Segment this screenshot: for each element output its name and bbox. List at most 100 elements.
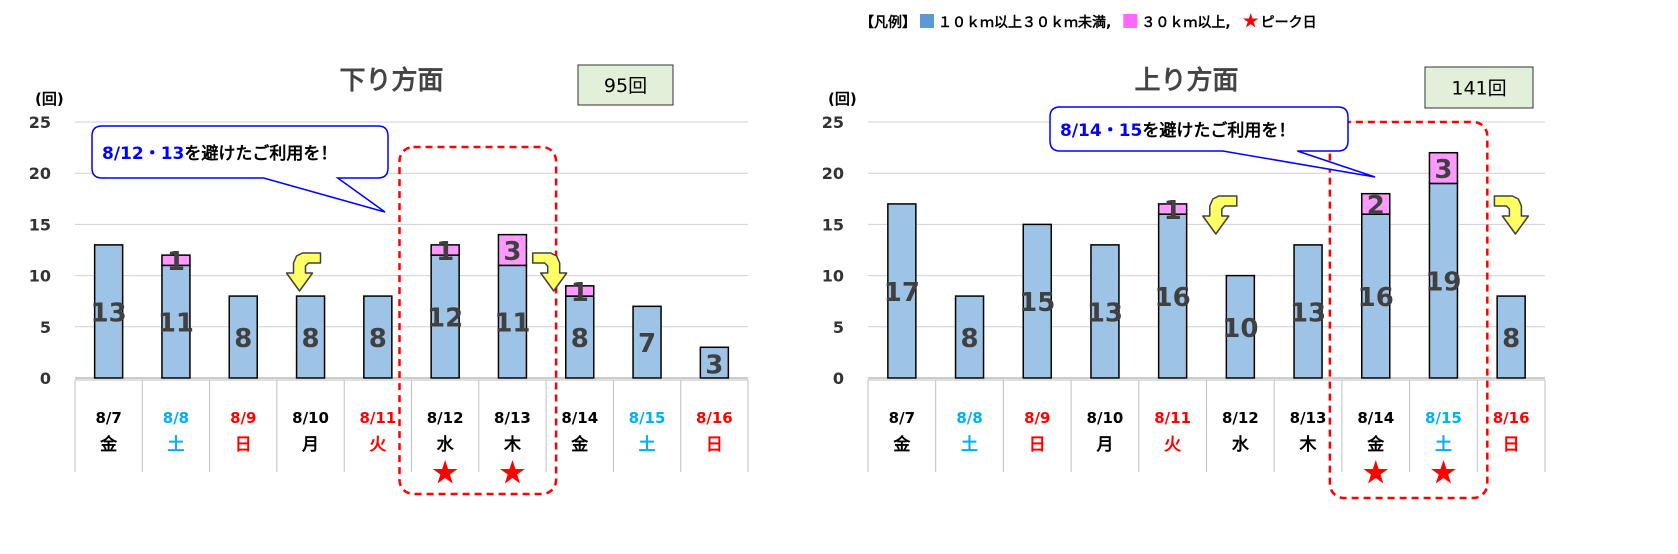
data-label-base: 13 (1087, 298, 1123, 328)
y-tick-label: 20 (29, 164, 51, 183)
y-tick-label: 5 (40, 318, 51, 337)
bend-arrow-icon (285, 252, 322, 292)
x-weekday-label: 土 (1435, 434, 1452, 455)
data-label-base: 8 (1502, 324, 1520, 354)
x-weekday-label: 金 (570, 434, 589, 455)
bar-segment-base (1293, 244, 1323, 379)
x-weekday-label: 火 (1164, 435, 1182, 455)
x-tick-label: 8/15 (629, 409, 666, 427)
y-tick-label: 5 (833, 318, 844, 337)
x-weekday-label: 金 (892, 434, 911, 455)
data-label-top: 2 (1367, 191, 1385, 221)
x-tick-label: 8/12 (1222, 409, 1259, 427)
x-weekday-label: 金 (1366, 434, 1385, 455)
data-label-base: 11 (494, 309, 530, 339)
x-weekday-label: 火 (369, 435, 387, 455)
legend-star-icon (1243, 13, 1259, 28)
data-label-base: 15 (1019, 288, 1055, 318)
x-tick-label: 8/12 (427, 409, 464, 427)
data-label-base: 12 (427, 304, 463, 334)
bar-segment-top (1428, 151, 1459, 185)
data-label-top: 1 (167, 247, 185, 277)
x-tick-label: 8/7 (889, 409, 915, 427)
x-weekday-label: 日 (706, 435, 723, 455)
data-label-base: 13 (1290, 298, 1326, 328)
unit-label: (回) (828, 90, 857, 108)
data-label-base: 7 (638, 329, 656, 359)
bar-segment-base (93, 244, 124, 379)
x-weekday-label: 木 (1299, 434, 1318, 455)
x-tick-label: 8/13 (494, 409, 531, 427)
total-box (577, 64, 674, 106)
bar-segment-top (1157, 203, 1188, 215)
bend-arrow-icon (531, 252, 568, 292)
data-label-top: 1 (1164, 196, 1182, 226)
chart-down: 下り方面 95回(回)0510152025138/7金1118/8土88/9日88… (29, 64, 749, 496)
x-weekday-label: 日 (1029, 435, 1046, 455)
data-label-base: 8 (234, 324, 252, 354)
data-label-base: 8 (369, 324, 387, 354)
y-tick-label: 0 (833, 369, 844, 388)
x-tick-label: 8/8 (163, 409, 189, 427)
x-weekday-label: 日 (235, 435, 252, 455)
x-weekday-label: 金 (99, 434, 118, 455)
bar-segment-base (1225, 274, 1256, 379)
x-weekday-label: 木 (503, 434, 522, 455)
x-tick-label: 8/11 (1154, 409, 1191, 427)
x-tick-label: 8/9 (230, 409, 256, 427)
bar-segment-base (1022, 223, 1052, 379)
data-label-top: 3 (1434, 155, 1452, 185)
total-box (1424, 66, 1534, 109)
callout-message: を避けたご利用を！ (1142, 120, 1295, 141)
bar-segment-top (497, 233, 528, 267)
bend-arrow-icon (1493, 195, 1530, 235)
x-weekday-label: 日 (1503, 435, 1520, 455)
peak-star-icon (1431, 460, 1456, 484)
bar-segment-base (228, 295, 258, 379)
bar-segment-base (1361, 213, 1391, 379)
y-tick-label: 25 (29, 113, 51, 132)
data-label-base: 8 (302, 324, 320, 354)
total-label: 95回 (604, 75, 647, 97)
bar-segment-top (430, 244, 460, 256)
chart-up: 上り方面 141回(回)0510152025178/7金88/8土158/9日13… (822, 65, 1546, 500)
x-weekday-label: 水 (437, 434, 455, 455)
peak-star-icon (432, 460, 458, 484)
data-label-base: 13 (91, 298, 127, 328)
x-tick-label: 8/14 (561, 409, 598, 427)
x-tick-label: 8/16 (696, 409, 733, 427)
bar-segment-base (887, 203, 917, 379)
data-label-base: 16 (1358, 283, 1394, 313)
y-tick-label: 15 (822, 215, 844, 234)
x-weekday-label: 水 (1232, 434, 1250, 455)
x-tick-label: 8/16 (1493, 409, 1530, 427)
data-label-base: 3 (705, 351, 723, 381)
bar-segment-base (954, 295, 985, 379)
peak-star-icon (500, 460, 525, 484)
legend-label: １０ｋｍ以上３０ｋｍ未満, (938, 14, 1111, 31)
bar-segment-top (565, 285, 595, 297)
y-tick-label: 0 (40, 369, 51, 388)
x-tick-label: 8/9 (1024, 409, 1050, 427)
bar-segment-base (497, 264, 528, 379)
legend-label: ピーク日 (1261, 15, 1317, 31)
data-label-base: 8 (961, 324, 979, 354)
bar-segment-base (363, 295, 393, 379)
bar-segment-base (632, 305, 662, 379)
legend-swatch (920, 14, 934, 28)
x-weekday-label: 土 (639, 434, 656, 455)
callout-highlight-dates: 8/12・13 (102, 144, 184, 164)
unit-label: (回) (35, 90, 64, 108)
x-tick-label: 8/10 (292, 409, 329, 427)
total-label: 141回 (1451, 78, 1506, 100)
peak-star-icon (1363, 460, 1389, 484)
bar-segment-base (1496, 295, 1526, 379)
peak-highlight-box (1328, 120, 1489, 500)
y-tick-label: 15 (29, 215, 51, 234)
bar-segment-top (161, 254, 191, 267)
bend-arrow-icon (1202, 195, 1238, 235)
legend-prefix: 【凡例】 (860, 14, 916, 31)
callout-message: を避けたご利用を！ (184, 143, 337, 164)
